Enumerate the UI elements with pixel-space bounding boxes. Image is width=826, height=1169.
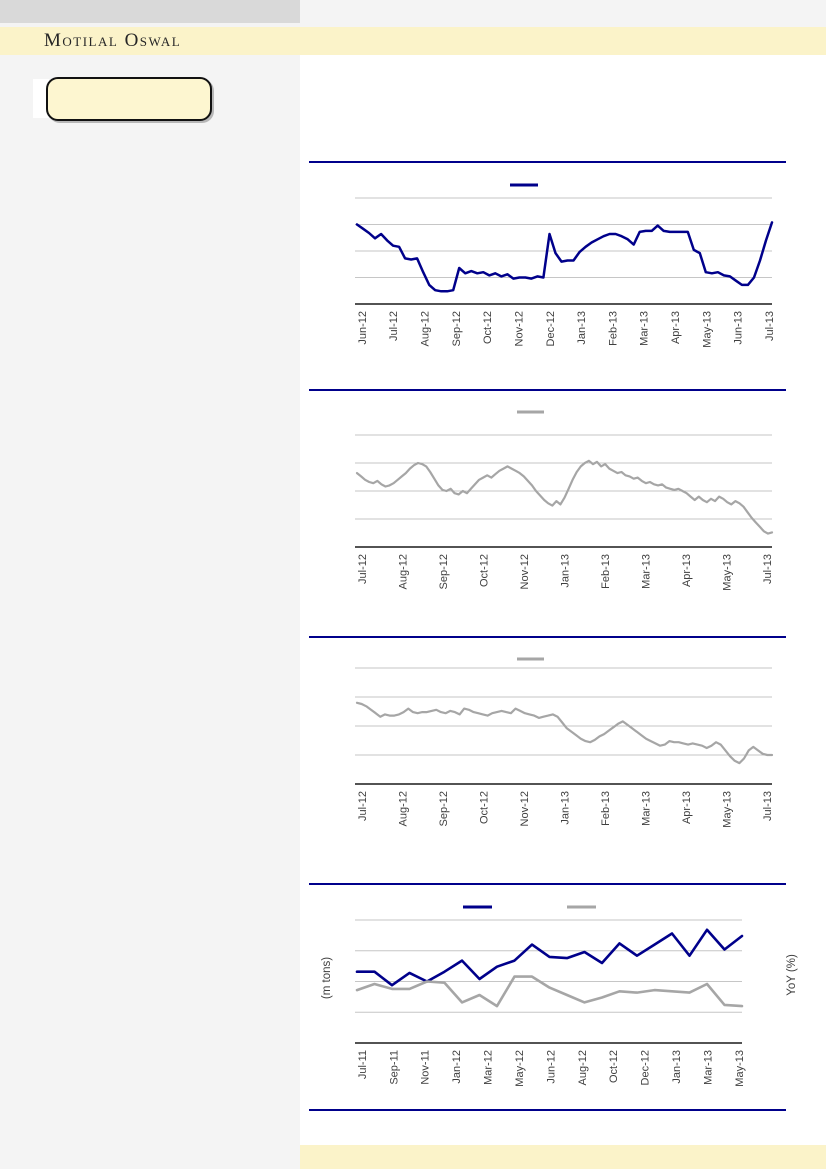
x-axis-label: Sep-12 xyxy=(438,791,450,826)
navy-monthly-line xyxy=(355,928,744,987)
x-axis-label: Oct-12 xyxy=(478,791,490,824)
x-axis-label: Mar-13 xyxy=(639,311,651,346)
x-axis-label: Oct-12 xyxy=(608,1050,620,1083)
x-axis-label: May-13 xyxy=(721,554,733,591)
x-axis-label: Sep-12 xyxy=(438,554,450,589)
gray-monthly-line xyxy=(355,975,744,1008)
x-axis-label: Jan-13 xyxy=(559,554,571,588)
left-column xyxy=(0,23,300,1169)
x-axis-label: Jan-13 xyxy=(576,311,588,345)
y-axis-title: YoY (%) xyxy=(786,954,798,996)
section-divider xyxy=(309,1109,786,1111)
x-axis-label: Feb-13 xyxy=(607,311,619,346)
brand-band: Motilal Oswal xyxy=(0,27,826,55)
chart-2: Jul-12 Aug-12 Sep-12 Oct-12 Nov-12 Jan-13 Feb-… xyxy=(355,410,774,591)
x-axis-label: Dec-12 xyxy=(640,1050,652,1085)
x-axis-label: Mar-13 xyxy=(702,1050,714,1085)
x-axis-label: Nov-12 xyxy=(519,791,531,826)
x-axis-label: Aug-12 xyxy=(420,311,432,346)
gray-daily-line xyxy=(355,459,774,535)
x-axis-label: Aug-12 xyxy=(397,554,409,589)
x-axis-label: Aug-12 xyxy=(577,1050,589,1085)
navy-weekly-line xyxy=(355,221,774,293)
x-axis-label: May-13 xyxy=(734,1050,746,1087)
x-axis-label: Apr-13 xyxy=(681,554,693,587)
section-divider xyxy=(309,161,786,163)
x-axis-label: Feb-13 xyxy=(600,554,612,589)
x-axis-label: Sep-12 xyxy=(451,311,463,346)
x-axis-label: Jul-11 xyxy=(357,1050,369,1079)
x-axis-label: Oct-12 xyxy=(478,554,490,587)
x-axis-label: Jun-13 xyxy=(733,311,745,345)
footer-band xyxy=(300,1145,826,1169)
highlight-box xyxy=(46,77,212,121)
x-axis-label: Apr-13 xyxy=(670,311,682,344)
x-axis-label: Oct-12 xyxy=(482,311,494,344)
x-axis-label: Dec-12 xyxy=(545,311,557,346)
gray-daily-line xyxy=(355,701,774,765)
x-axis-label: Mar-13 xyxy=(640,554,652,589)
brand-logo-text: Motilal Oswal xyxy=(44,30,182,51)
x-axis-label: Aug-12 xyxy=(397,791,409,826)
x-axis-label: Jul-12 xyxy=(357,791,369,821)
section-divider xyxy=(309,389,786,391)
chart-1: Jun-12 Jul-12 Aug-12 Sep-12 Oct-12 Nov-12 Dec-… xyxy=(355,183,776,348)
x-axis-label: May-12 xyxy=(514,1050,526,1087)
x-axis-label: Apr-13 xyxy=(681,791,693,824)
x-axis-label: Jul-12 xyxy=(388,311,400,341)
x-axis-label: Jun-12 xyxy=(357,311,369,345)
x-axis-label: Nov-11 xyxy=(420,1050,432,1085)
y-axis-title: (m tons) xyxy=(321,957,333,999)
section-divider xyxy=(309,883,786,885)
section-divider xyxy=(309,636,786,638)
x-axis-label: Jan-12 xyxy=(451,1050,463,1084)
top-gray-bar xyxy=(0,0,300,23)
x-axis-label: May-13 xyxy=(721,791,733,828)
highlight-box-strip xyxy=(33,79,49,118)
x-axis-label: Jan-13 xyxy=(671,1050,683,1084)
x-axis-label: Nov-12 xyxy=(519,554,531,589)
top-strip xyxy=(300,0,826,27)
chart-3: Jul-12 Aug-12 Sep-12 Oct-12 Nov-12 Jan-13 Feb-… xyxy=(355,657,774,828)
x-axis-label: Jul-12 xyxy=(357,554,369,584)
x-axis-label: Jul-13 xyxy=(762,554,774,584)
x-axis-label: Jul-13 xyxy=(764,311,776,341)
x-axis-label: Nov-12 xyxy=(513,311,525,346)
x-axis-label: Sep-11 xyxy=(388,1050,400,1085)
x-axis-label: Jul-13 xyxy=(762,791,774,821)
x-axis-label: May-13 xyxy=(701,311,713,348)
chart-4: Jul-11 Sep-11 Nov-11 Jan-12 Mar-12 May-12 Jun-… xyxy=(321,905,798,1087)
x-axis-label: Mar-13 xyxy=(640,791,652,826)
x-axis-label: Feb-13 xyxy=(600,791,612,826)
x-axis-label: Jan-13 xyxy=(559,791,571,825)
x-axis-label: Mar-12 xyxy=(483,1050,495,1085)
x-axis-label: Jun-12 xyxy=(545,1050,557,1084)
